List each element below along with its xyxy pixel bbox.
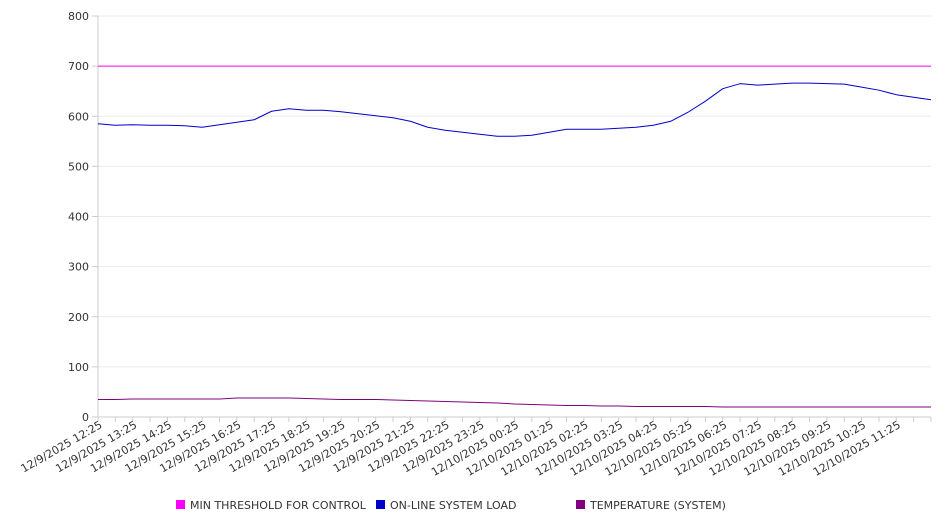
- grid-lines: [92, 15, 932, 422]
- legend-swatch-2: [576, 500, 585, 509]
- axes: [97, 16, 931, 418]
- legend: MIN THRESHOLD FOR CONTROL ON-LINE SYSTEM …: [176, 499, 726, 512]
- legend-label-0: MIN THRESHOLD FOR CONTROL: [190, 499, 367, 512]
- y-tick-label: 300: [68, 261, 89, 274]
- y-tick-label: 600: [68, 110, 89, 123]
- legend-swatch-0: [176, 500, 185, 509]
- y-tick-label: 100: [68, 361, 89, 374]
- y-tick-label: 0: [82, 411, 89, 424]
- legend-label-1: ON-LINE SYSTEM LOAD: [390, 499, 516, 512]
- y-tick-label: 700: [68, 60, 89, 73]
- series-line-2: [98, 397, 931, 408]
- y-tick-label: 800: [68, 10, 89, 23]
- y-tick-label: 400: [68, 211, 89, 224]
- legend-label-2: TEMPERATURE (SYSTEM): [589, 499, 726, 512]
- y-tick-labels: 0 100 200 300 400 500 600 700 800: [68, 10, 89, 424]
- y-tick-label: 500: [68, 160, 89, 173]
- y-tick-label: 200: [68, 311, 89, 324]
- legend-swatch-1: [376, 500, 385, 509]
- series-lines: [97, 65, 932, 408]
- series-line-1: [97, 82, 932, 137]
